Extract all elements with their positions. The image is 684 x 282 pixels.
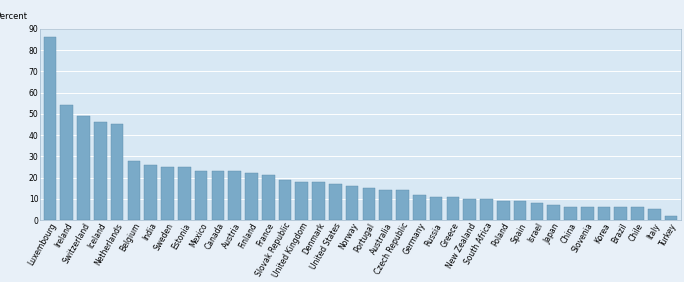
Bar (665, 216, 677, 220)
Bar (329, 184, 342, 220)
Bar (144, 165, 157, 220)
Bar (245, 173, 258, 220)
Bar (77, 116, 90, 220)
Bar (211, 171, 224, 220)
Bar (94, 122, 107, 220)
Bar (128, 161, 140, 220)
Bar (598, 207, 610, 220)
Bar (547, 205, 560, 220)
Bar (430, 197, 443, 220)
Bar (313, 182, 325, 220)
Bar (346, 186, 358, 220)
Bar (178, 167, 191, 220)
Bar (614, 207, 627, 220)
Bar (514, 201, 527, 220)
Bar (396, 190, 409, 220)
Text: Percent: Percent (0, 12, 27, 21)
Bar (60, 105, 73, 220)
Bar (463, 199, 476, 220)
Bar (111, 124, 123, 220)
Bar (447, 197, 459, 220)
Bar (161, 167, 174, 220)
Bar (631, 207, 644, 220)
Bar (648, 210, 661, 220)
Bar (380, 190, 392, 220)
Bar (497, 201, 510, 220)
Bar (531, 203, 543, 220)
Bar (44, 38, 56, 220)
Bar (581, 207, 594, 220)
Bar (363, 188, 376, 220)
Bar (262, 175, 274, 220)
Bar (228, 171, 241, 220)
Bar (413, 195, 425, 220)
Bar (295, 182, 308, 220)
Bar (195, 171, 207, 220)
Bar (278, 180, 291, 220)
Bar (480, 199, 492, 220)
Bar (564, 207, 577, 220)
